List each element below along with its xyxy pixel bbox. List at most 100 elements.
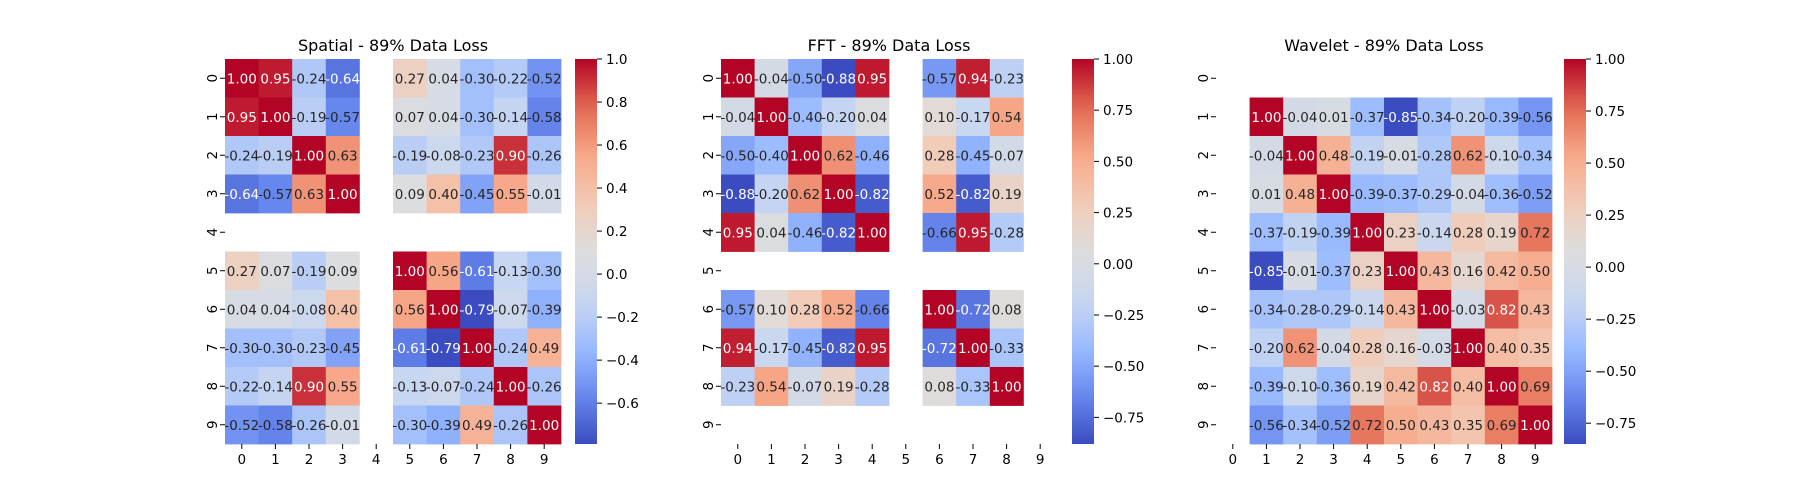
y-tick-label: 9: [205, 420, 221, 429]
x-tick-label: 6: [439, 452, 448, 468]
cell-value-label: 0.28: [790, 302, 820, 318]
colorbar-tick-label: 0.4: [606, 181, 627, 197]
heatmap-cell: [754, 367, 789, 406]
x-tick-label: 8: [1002, 452, 1011, 468]
heatmap-cell: [1316, 136, 1351, 175]
heatmap-cell: [225, 59, 259, 98]
y-tick-label: 3: [205, 189, 221, 198]
cell-value-label: 0.40: [428, 187, 458, 203]
cell-value-label: -0.39: [1350, 187, 1385, 203]
heatmap-cell: [1417, 174, 1452, 214]
cell-value-label: -0.26: [292, 418, 327, 434]
heatmap-cell: [460, 328, 495, 368]
heatmap-cell: [855, 367, 890, 406]
heatmap-cell: [527, 59, 562, 98]
cell-value-label: 1.00: [428, 302, 458, 318]
cell-value-label: 0.19: [824, 379, 854, 395]
cell-value-label: -0.30: [527, 264, 562, 280]
x-tick-label: 5: [1397, 452, 1406, 468]
heatmap-cell: [493, 174, 528, 214]
y-tick-label: 4: [1196, 228, 1212, 237]
heatmap-cell: [1249, 213, 1284, 252]
heatmap-cell: [922, 174, 957, 214]
colorbar-tick-label: 0.50: [1595, 156, 1625, 172]
cell-value-label: 1.00: [992, 379, 1022, 395]
heatmap-cell: [721, 174, 755, 214]
heatmap-cell: [460, 59, 495, 98]
x-tick-label: 3: [338, 452, 347, 468]
cell-value-label: -0.57: [325, 110, 360, 126]
cell-value-label: 0.43: [1386, 302, 1416, 318]
cell-value-label: 0.04: [227, 302, 257, 318]
chart-title: Wavelet - 89% Data Loss: [1284, 36, 1483, 55]
cell-value-label: 0.69: [1520, 379, 1550, 395]
colorbar-tick-label: 1.00: [1595, 52, 1625, 68]
heatmap-cell: [721, 136, 755, 175]
heatmap-cell: [426, 290, 461, 329]
cell-value-label: -0.17: [956, 110, 991, 126]
y-tick-label: 5: [205, 266, 221, 275]
colorbar-tick-label: 0.75: [1103, 103, 1133, 119]
cell-value-label: 1.00: [1319, 187, 1349, 203]
heatmap-cell: [460, 136, 495, 175]
heatmap-cell: [1451, 290, 1486, 329]
heatmap-cell: [292, 251, 327, 291]
y-tick-label: 1: [1196, 112, 1212, 121]
heatmap-cell: [721, 213, 755, 252]
heatmap-cell: [1484, 405, 1519, 445]
cell-value-label: -0.23: [292, 341, 327, 357]
chart-title: FFT - 89% Data Loss: [808, 36, 971, 55]
cell-value-label: 0.28: [1352, 341, 1382, 357]
heatmap-cell: [426, 251, 461, 291]
cell-value-label: -0.26: [527, 148, 562, 164]
colorbar: −0.75 −0.50 −0.25 0.00 0.25 0.50 0.75 1.00: [1564, 52, 1636, 444]
heatmap-cell: [721, 367, 755, 406]
heatmap-cell: [493, 136, 528, 175]
heatmap-cell: [493, 59, 528, 98]
heatmap-cell: [1283, 290, 1318, 329]
cell-value-label: -0.28: [989, 225, 1024, 241]
heatmap-cell: [527, 405, 562, 445]
cell-value-label: 0.69: [1487, 418, 1517, 434]
cell-value-label: 0.09: [395, 187, 425, 203]
x-tick-label: 1: [1262, 452, 1271, 468]
cell-value-label: -0.29: [1417, 187, 1452, 203]
cell-value-label: -0.20: [1249, 341, 1284, 357]
heatmap-cell: [292, 136, 327, 175]
cell-value-label: -0.13: [493, 264, 528, 280]
cell-value-label: -0.19: [292, 264, 327, 280]
cell-value-label: 0.94: [723, 341, 753, 357]
cell-value-label: 0.82: [1487, 302, 1517, 318]
cell-value-label: -0.72: [956, 302, 991, 318]
heatmap-cell: [493, 328, 528, 368]
heatmap-cell: [426, 97, 461, 137]
heatmap-cell: [1316, 328, 1351, 368]
cell-value-label: -0.52: [1518, 187, 1553, 203]
chart-title: Spatial - 89% Data Loss: [298, 36, 488, 55]
heatmap-cell: [1283, 174, 1318, 214]
heatmap-cell: [1417, 213, 1452, 252]
heatmap-cell: [1451, 213, 1486, 252]
cell-value-label: -0.82: [855, 187, 890, 203]
x-tick-label: 6: [935, 452, 944, 468]
cell-value-label: -0.30: [224, 341, 259, 357]
cell-value-label: -0.64: [325, 71, 360, 87]
cell-value-label: -0.01: [527, 187, 562, 203]
heatmap-cell: [1451, 367, 1486, 406]
cell-value-label: -0.39: [426, 418, 461, 434]
heatmap-cell: [527, 251, 562, 291]
cell-value-label: 0.52: [824, 302, 854, 318]
y-tick-label: 6: [701, 305, 717, 314]
heatmap-cell: [493, 97, 528, 137]
heatmap-cell: [754, 97, 789, 137]
colorbar: −0.6 −0.4 −0.2 0.0 0.2 0.4 0.6 0.8 1.0: [575, 52, 639, 444]
cell-value-label: -0.64: [224, 187, 259, 203]
cell-value-label: -0.45: [956, 148, 991, 164]
y-tick-label: 0: [701, 74, 717, 83]
y-tick-label: 0: [1196, 74, 1212, 83]
heatmap-cell: [1484, 290, 1519, 329]
cell-value-label: -0.20: [754, 187, 789, 203]
heatmap-cell: [1518, 328, 1553, 368]
heatmap-cell: [1451, 97, 1486, 137]
x-tick-label: 1: [767, 452, 776, 468]
